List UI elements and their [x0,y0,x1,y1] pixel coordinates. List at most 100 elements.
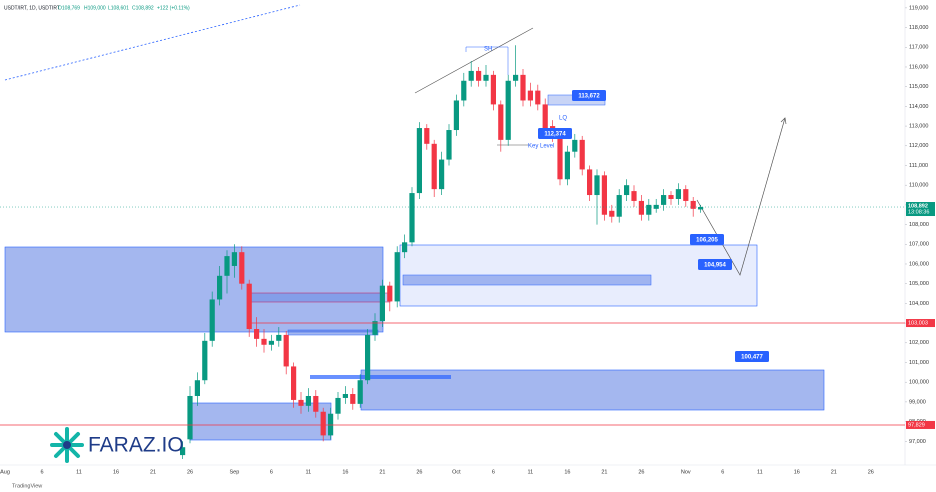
candle-body [579,139,585,170]
candle-body [283,334,289,367]
callout-box [735,351,769,362]
candle-body [239,252,245,284]
candle-body [387,285,393,302]
candle-body [291,366,297,400]
candle-body [683,189,689,201]
y-tick-label: 117,000 [909,45,928,51]
sh-marker [465,46,509,75]
zone [250,292,391,303]
trendline [414,27,534,94]
y-tick-label: 99,000 [909,399,926,405]
x-tick-label: 16 [342,469,348,475]
y-tick-label: 113,000 [909,124,928,130]
candle-body [298,399,304,406]
candle-body [357,380,363,404]
x-tick-label: 26 [868,469,874,475]
candle-body [638,200,644,215]
sh-label: SH [484,47,492,53]
x-tick-label: 11 [757,469,763,475]
x-tick-label: 26 [638,469,644,475]
zone [310,375,451,379]
y-tick-label: 119,000 [909,5,928,11]
demand-zone [189,402,332,441]
candle-body [653,204,659,209]
y-tick-label: 107,000 [909,242,929,248]
x-tick-label: Nov [681,469,691,475]
x-tick-label: 16 [564,469,570,475]
y-tick-label: 105,000 [909,281,929,287]
candle-body [350,394,356,404]
dotted-trendline [4,4,301,81]
level-tag [906,420,935,429]
callout-label: 100,477 [741,354,763,360]
x-tick-label: Sep [230,469,240,475]
candle-body [209,299,215,341]
last-price-label: 108,892 [908,203,928,209]
candle-body [187,395,193,440]
candle-body [268,340,274,345]
brand: FARAZ.IO [88,434,184,457]
candle-body [261,338,267,345]
open-text: O108,769 [58,5,80,11]
candle-body [180,447,186,456]
level-label: 97,829 [908,422,925,428]
candle-body [335,397,341,414]
countdown: 13:08:36 [908,209,929,215]
candle-body [675,189,681,199]
candle-body [379,285,385,322]
candle-body [320,411,326,436]
y-tick-label: 102,000 [909,340,929,346]
y-tick-label: 97,000 [909,439,926,445]
projection-arrow [780,117,787,125]
x-tick-label: 11 [528,469,534,475]
x-tick-label: 16 [794,469,800,475]
x-tick-label: 21 [150,469,156,475]
candle-body [194,380,200,396]
platform: TradingView [12,483,42,489]
candle-body [224,256,230,276]
lq-label: LQ [559,116,567,122]
x-tick-label: 11 [76,469,82,475]
candle-body [246,283,252,330]
low-text: L108,601 [108,5,129,11]
callout-label: 104,954 [704,262,726,268]
y-tick-label: 114,000 [909,104,928,110]
callout-label: 106,205 [696,237,718,243]
close-text: C108,892 [132,5,154,11]
candle-body [416,128,422,194]
candle-body [313,395,319,412]
candle-body [342,394,348,398]
candle-body [461,80,467,101]
y-tick-label: 110,000 [909,183,928,189]
candle-body [476,70,482,81]
candle-body [527,90,533,101]
x-tick-label: 6 [40,469,43,475]
level-tag [906,319,935,328]
candle-body [328,413,334,436]
x-tick-label: 21 [831,469,837,475]
candle-body [587,169,593,196]
candle-body [631,191,637,201]
candle-body [498,104,504,140]
x-tick-label: Oct [452,469,461,475]
y-tick-label: 115,000 [909,84,928,90]
candle-body [535,90,541,105]
candle-body [409,193,415,243]
demand-zone [4,246,384,333]
candle-body [668,195,674,199]
x-tick-label: 16 [113,469,119,475]
candle-body [690,200,696,209]
y-tick-label: 111,000 [909,163,928,169]
logo [50,427,84,463]
y-tick-label: 112,000 [909,143,928,149]
x-tick-label: 11 [306,469,312,475]
x-tick-label: 26 [416,469,422,475]
x-tick-label: 6 [721,469,724,475]
last-price-tag [906,202,935,217]
y-tick-label: 118,000 [909,25,928,31]
candle-body [254,329,260,339]
candle-body [231,252,237,266]
y-tick-label: 116,000 [909,64,928,70]
callout-box [690,234,724,245]
high-text: H109,000 [84,5,106,11]
